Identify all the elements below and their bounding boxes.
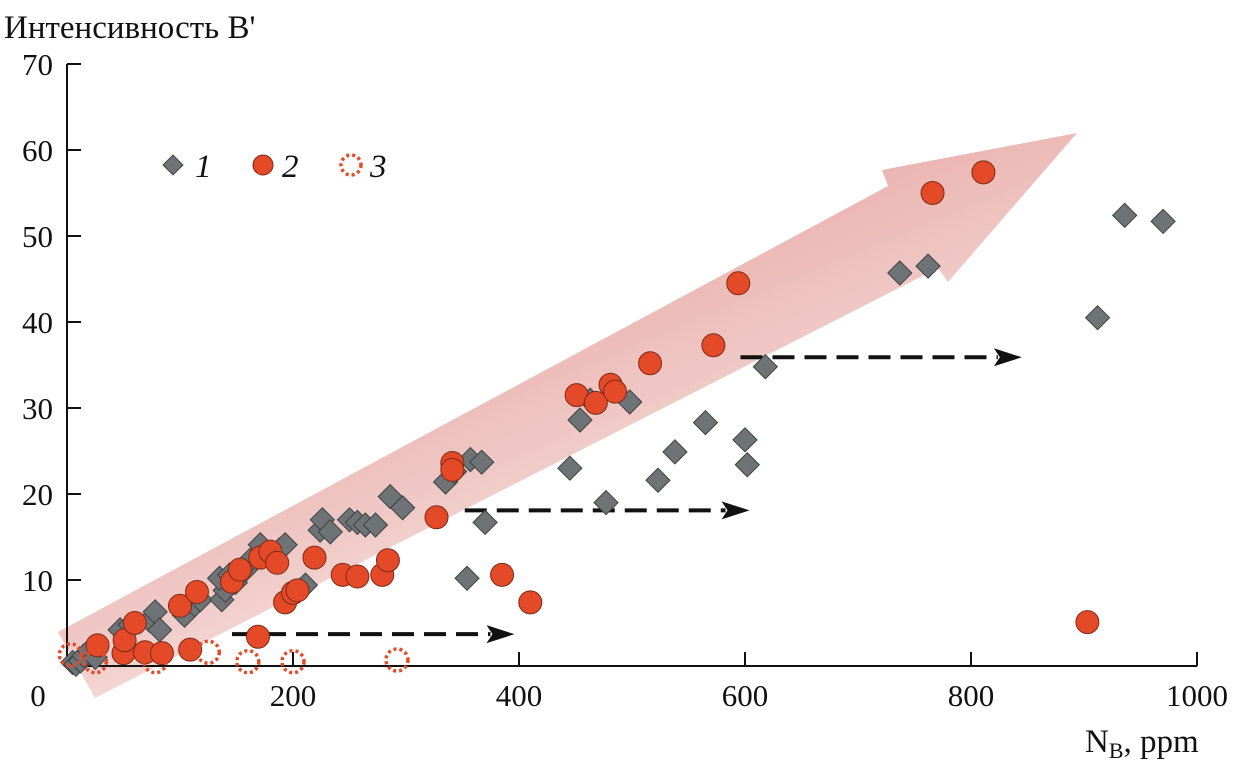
diamond-point-series-1 (915, 253, 941, 279)
diamond-point-series-1 (1084, 304, 1111, 331)
x-tick-label: 200 (270, 678, 317, 713)
x-tick-label: 400 (496, 678, 543, 713)
legend-label-2: 2 (282, 149, 299, 185)
arrow-head (486, 625, 515, 644)
diamond-point-series-1 (692, 409, 719, 436)
x-tick-label: 800 (948, 678, 995, 713)
legend: 1 2 3 (162, 149, 387, 185)
arrow-head (721, 501, 750, 520)
circle-point-series-2 (265, 550, 290, 575)
diamond-point-series-1 (317, 519, 344, 545)
circle-point-series-2 (583, 390, 608, 415)
diamond-point-series-1 (1150, 208, 1176, 235)
circle-point-series-2 (375, 548, 400, 573)
circle-point-series-2 (285, 578, 310, 603)
y-tick-label: 10 (22, 563, 53, 598)
legend-marker-1 (162, 154, 184, 176)
dotted-circle-point-series-3 (57, 642, 84, 668)
dashed-arrows (231, 348, 1022, 644)
legend-label-3: 3 (369, 149, 387, 185)
dotted-circle-point-series-3 (82, 648, 108, 675)
circle-point-series-2 (122, 611, 147, 635)
circle-point-series-2 (603, 379, 628, 404)
dotted-circle-point-series-3 (195, 639, 221, 665)
dotted-circle-point-series-3 (384, 647, 410, 673)
legend-label-1: 1 (195, 149, 212, 185)
diamond-point-series-1 (146, 617, 173, 643)
x-tick-label: 600 (722, 678, 769, 713)
y-tick-label: 60 (22, 133, 53, 168)
circle-point-series-2 (245, 624, 270, 649)
y-tick-label: 20 (22, 477, 53, 512)
circle-point-series-2 (490, 562, 515, 587)
legend-marker-3 (339, 153, 363, 177)
legend-marker-2 (252, 154, 274, 176)
trend-arrow (58, 133, 1077, 698)
circle-point-series-2 (168, 593, 192, 618)
diamond-point-series-1 (454, 565, 480, 592)
x-tick-label: 0 (30, 678, 46, 713)
circle-point-series-2 (302, 545, 327, 570)
circle-point-series-2 (701, 333, 726, 358)
dotted-circle-point-series-3 (142, 648, 168, 675)
diamond-point-series-1 (662, 439, 688, 465)
dotted-circle-point-series-3 (235, 648, 261, 675)
circle-point-series-2 (440, 457, 465, 482)
x-axis-label: NB, ppm (1085, 724, 1199, 763)
diamond-point-series-1 (752, 353, 779, 380)
circle-point-series-2 (227, 557, 252, 582)
circle-point-series-2 (971, 160, 996, 185)
circle-point-series-2 (424, 505, 449, 530)
circle-point-series-2 (149, 641, 174, 666)
axes: 0 200 400 600 800 1000 10 20 30 40 50 60 70 (22, 47, 1228, 713)
diamond-point-series-1 (557, 455, 583, 481)
circle-point-series-2 (1075, 610, 1100, 635)
diamond-point-series-1 (645, 467, 671, 493)
diamond-point-series-1 (887, 260, 913, 286)
diamond-point-series-1 (567, 407, 593, 433)
circle-point-series-2 (920, 181, 945, 205)
diamond-point-series-1 (1111, 202, 1138, 229)
data-points (57, 160, 1176, 678)
diamond-point-series-1 (142, 599, 168, 625)
circle-point-series-2 (638, 351, 663, 376)
diamond-point-series-1 (362, 512, 389, 538)
y-tick-label: 30 (22, 391, 53, 426)
diamond-point-series-1 (593, 489, 619, 516)
y-tick-label: 70 (22, 47, 53, 82)
diamond-point-series-1 (389, 495, 416, 521)
circle-point-series-2 (726, 271, 751, 296)
diamond-point-series-1 (734, 452, 760, 478)
x-tick-label: 1000 (1166, 678, 1228, 713)
diamond-point-series-1 (732, 427, 758, 453)
chart-title: Интенсивность B' (4, 10, 255, 46)
diamond-point-series-1 (472, 509, 498, 536)
y-tick-label: 50 (22, 219, 53, 254)
y-tick-label: 40 (22, 305, 53, 340)
diamond-point-series-1 (468, 449, 495, 475)
arrow-head (993, 348, 1022, 367)
circle-point-series-2 (345, 564, 370, 589)
circle-point-series-2 (518, 590, 543, 615)
circle-point-series-2 (184, 580, 209, 605)
circle-point-series-2 (85, 633, 110, 658)
dotted-circle-point-series-3 (280, 648, 306, 675)
